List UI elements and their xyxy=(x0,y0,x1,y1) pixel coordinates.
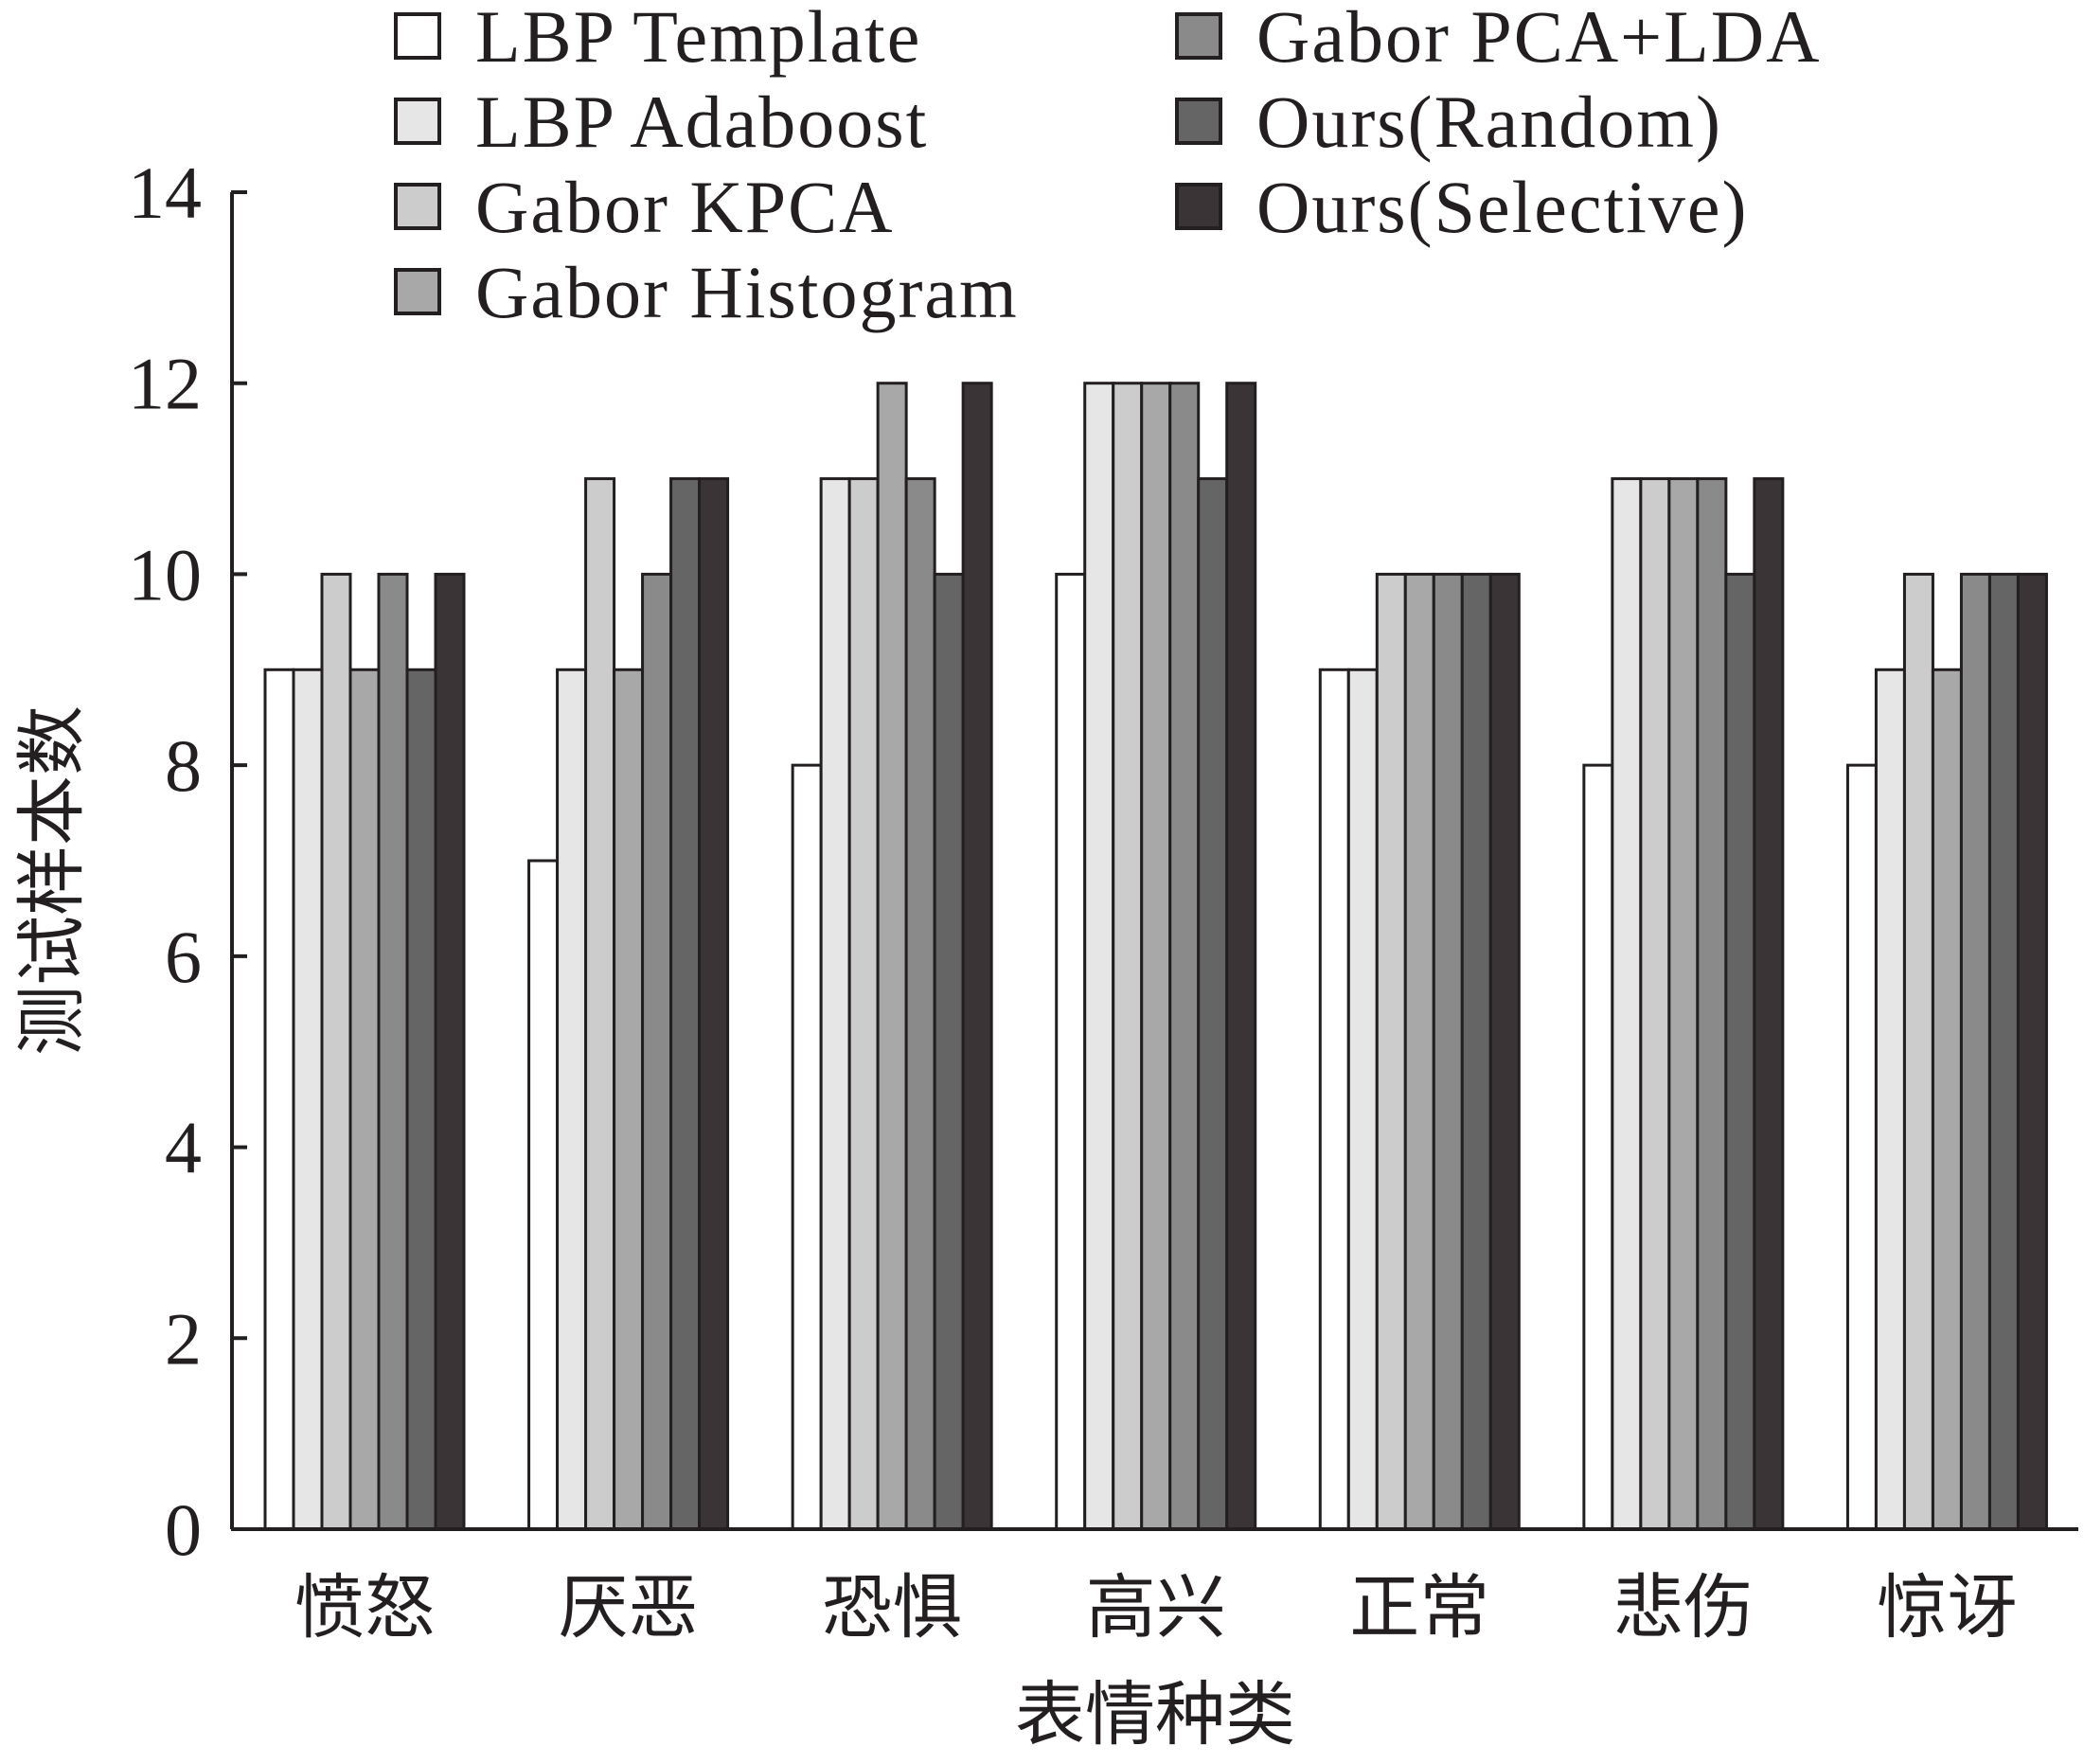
legend-label-2: LBP Adaboost xyxy=(475,80,928,163)
bar-3-2 xyxy=(584,477,616,1531)
x-tick-label: 愤怒 xyxy=(294,1567,435,1648)
x-tick-label: 悲伤 xyxy=(1613,1567,1754,1648)
bar-1-2 xyxy=(527,859,560,1531)
x-axis-title: 表情种类 xyxy=(1015,1674,1295,1755)
bar-7-7 xyxy=(2016,572,2048,1531)
y-tick-label: 0 xyxy=(165,1488,202,1571)
y-axis-title: 测试样本数 xyxy=(11,705,93,1056)
legend-label-5: Gabor PCA+LDA xyxy=(1256,0,1821,78)
bar-1-6 xyxy=(1582,763,1614,1531)
bar-2-3 xyxy=(819,477,851,1531)
bar-7-5 xyxy=(1488,572,1521,1531)
bar-4-4 xyxy=(1140,382,1172,1531)
bar-5-7 xyxy=(1959,572,1991,1531)
x-tick-label: 惊讶 xyxy=(1877,1567,2017,1648)
bar-1-1 xyxy=(263,668,295,1531)
y-tick-label: 14 xyxy=(128,151,202,234)
bar-4-2 xyxy=(613,668,645,1531)
bar-5-6 xyxy=(1696,477,1728,1531)
bar-5-4 xyxy=(1168,382,1201,1531)
bar-3-6 xyxy=(1639,477,1671,1531)
x-tick-label: 恐惧 xyxy=(822,1567,962,1648)
legend-swatch-7 xyxy=(1175,183,1222,230)
bar-2-7 xyxy=(1874,668,1906,1531)
bar-4-5 xyxy=(1403,572,1435,1531)
bar-2-6 xyxy=(1611,477,1643,1531)
bar-1-5 xyxy=(1318,668,1350,1531)
bar-7-6 xyxy=(1753,477,1785,1531)
y-tick-label: 6 xyxy=(165,916,202,998)
x-tick-label: 高兴 xyxy=(1086,1567,1226,1648)
bar-1-7 xyxy=(1845,763,1878,1531)
x-tick-label: 厌恶 xyxy=(559,1567,699,1648)
legend-swatch-1 xyxy=(394,12,441,60)
bar-3-3 xyxy=(847,477,880,1531)
legend-label-6: Ours(Random) xyxy=(1256,80,1722,163)
bar-6-6 xyxy=(1724,572,1756,1531)
bar-6-7 xyxy=(1987,572,2020,1531)
bar-4-1 xyxy=(348,668,381,1531)
bar-4-7 xyxy=(1931,668,1963,1531)
bar-6-4 xyxy=(1197,477,1229,1531)
legend-swatch-3 xyxy=(394,183,441,230)
bar-5-2 xyxy=(641,572,673,1531)
y-tick-label: 12 xyxy=(128,343,202,425)
bar-2-1 xyxy=(292,668,324,1531)
legend-label-4: Gabor Histogram xyxy=(475,251,1019,333)
legend-label-1: LBP Template xyxy=(475,0,921,78)
bar-7-2 xyxy=(698,477,730,1531)
bar-2-2 xyxy=(556,668,588,1531)
bar-7-1 xyxy=(434,572,466,1531)
legend-label-3: Gabor KPCA xyxy=(475,166,895,248)
x-tick-label: 正常 xyxy=(1349,1567,1489,1648)
bar-7-3 xyxy=(961,382,993,1531)
legend-swatch-4 xyxy=(394,268,441,315)
bar-1-4 xyxy=(1055,572,1087,1531)
bar-6-5 xyxy=(1460,572,1492,1531)
legend-swatch-6 xyxy=(1175,98,1222,145)
bar-3-1 xyxy=(320,572,352,1531)
bar-3-7 xyxy=(1902,572,1934,1531)
bar-6-3 xyxy=(933,572,965,1531)
bar-5-1 xyxy=(377,572,409,1531)
bar-1-3 xyxy=(791,763,823,1531)
legend-label-7: Ours(Selective) xyxy=(1256,166,1748,248)
y-tick-label: 2 xyxy=(165,1297,202,1380)
legend-swatch-5 xyxy=(1175,12,1222,60)
bar-5-5 xyxy=(1432,572,1464,1531)
bar-5-3 xyxy=(904,477,936,1531)
bar-7-4 xyxy=(1225,382,1257,1531)
bar-6-2 xyxy=(669,477,702,1531)
legend-swatch-2 xyxy=(394,98,441,145)
y-tick-label: 4 xyxy=(165,1107,202,1189)
bar-3-4 xyxy=(1112,382,1144,1531)
axes-layer: 愤怒 厌恶 恐惧 高兴 正常 悲伤 惊讶 0 2 4 6 8 10 12 14 xyxy=(128,151,2078,1648)
bar-2-4 xyxy=(1083,382,1115,1531)
bar-6-1 xyxy=(405,668,437,1531)
bar-4-3 xyxy=(876,382,908,1531)
bar-3-5 xyxy=(1375,572,1407,1531)
y-tick-label: 10 xyxy=(128,533,202,615)
bars-layer xyxy=(263,382,2048,1531)
y-tick-label: 8 xyxy=(165,724,202,807)
bar-4-6 xyxy=(1667,477,1700,1531)
bar-2-5 xyxy=(1346,668,1379,1531)
